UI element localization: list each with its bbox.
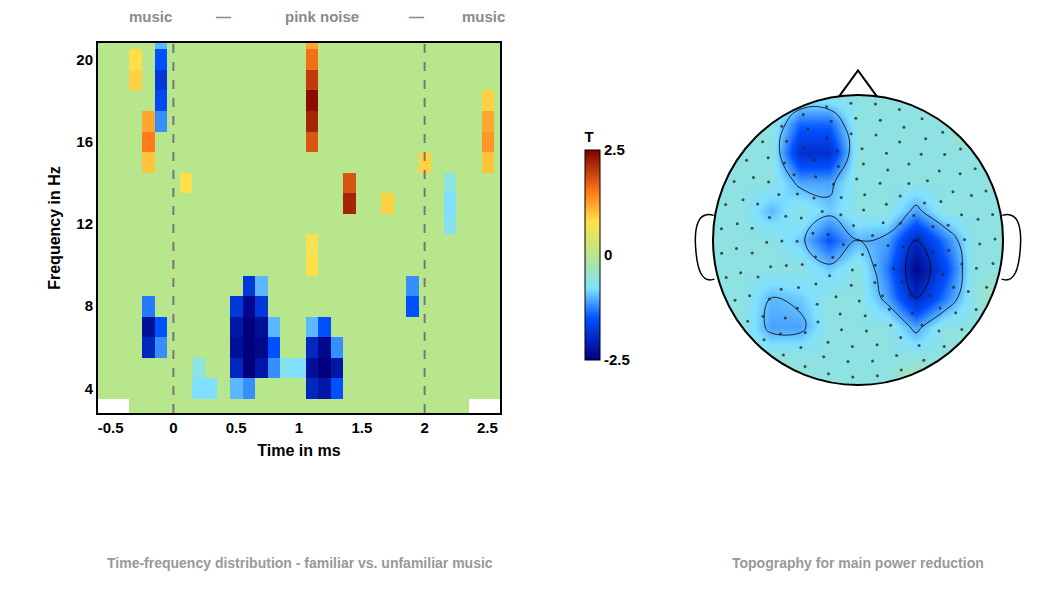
svg-text:music: music [462, 8, 505, 25]
svg-text:16: 16 [76, 133, 93, 150]
svg-text:-0.5: -0.5 [98, 419, 124, 436]
svg-text:Topography for main power redu: Topography for main power reduction [732, 555, 984, 571]
svg-text:20: 20 [76, 51, 93, 68]
svg-text:12: 12 [76, 215, 93, 232]
svg-text:1: 1 [295, 419, 303, 436]
svg-text:2.5: 2.5 [477, 419, 498, 436]
svg-text:1.5: 1.5 [351, 419, 372, 436]
svg-text:—: — [409, 8, 424, 25]
svg-text:-2.5: -2.5 [604, 351, 630, 368]
svg-text:—: — [216, 8, 231, 25]
svg-text:0.5: 0.5 [226, 419, 247, 436]
svg-text:T: T [585, 128, 594, 145]
svg-text:2: 2 [420, 419, 428, 436]
svg-text:4: 4 [85, 380, 94, 397]
svg-text:music: music [129, 8, 172, 25]
svg-text:8: 8 [85, 297, 93, 314]
svg-text:Time-frequency distribution -: Time-frequency distribution - familiar v… [107, 555, 493, 571]
svg-text:2.5: 2.5 [604, 141, 625, 158]
svg-text:0: 0 [604, 246, 612, 263]
svg-text:pink noise: pink noise [285, 8, 359, 25]
svg-text:0: 0 [169, 419, 177, 436]
svg-text:Time in ms: Time in ms [257, 442, 340, 459]
svg-text:Frequency in Hz: Frequency in Hz [46, 166, 63, 290]
